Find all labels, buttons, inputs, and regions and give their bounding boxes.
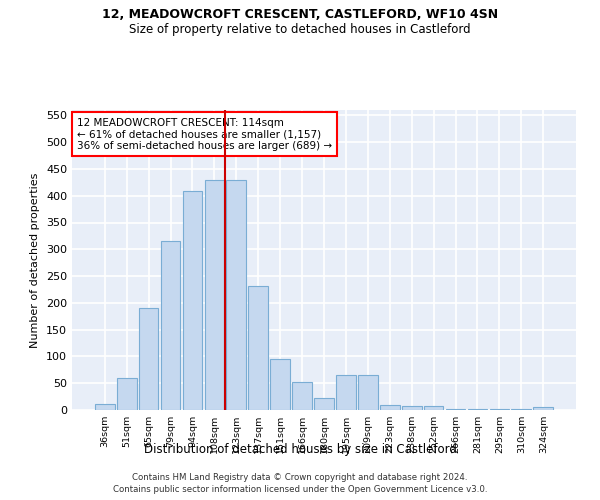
Bar	[292, 382, 312, 410]
Bar	[314, 398, 334, 410]
Y-axis label: Number of detached properties: Number of detached properties	[31, 172, 40, 348]
Text: Contains public sector information licensed under the Open Government Licence v3: Contains public sector information licen…	[113, 485, 487, 494]
Bar	[533, 408, 553, 410]
Bar	[424, 406, 443, 410]
Bar	[182, 192, 202, 410]
Bar	[117, 378, 137, 410]
Text: Distribution of detached houses by size in Castleford: Distribution of detached houses by size …	[143, 442, 457, 456]
Bar	[248, 286, 268, 410]
Text: Contains HM Land Registry data © Crown copyright and database right 2024.: Contains HM Land Registry data © Crown c…	[132, 472, 468, 482]
Bar	[205, 180, 224, 410]
Bar	[270, 359, 290, 410]
Bar	[161, 242, 181, 410]
Bar	[226, 180, 246, 410]
Bar	[358, 375, 378, 410]
Bar	[380, 404, 400, 410]
Bar	[336, 375, 356, 410]
Bar	[95, 404, 115, 410]
Bar	[139, 308, 158, 410]
Text: 12 MEADOWCROFT CRESCENT: 114sqm
← 61% of detached houses are smaller (1,157)
36%: 12 MEADOWCROFT CRESCENT: 114sqm ← 61% of…	[77, 118, 332, 150]
Bar	[467, 409, 487, 410]
Bar	[446, 409, 466, 410]
Text: 12, MEADOWCROFT CRESCENT, CASTLEFORD, WF10 4SN: 12, MEADOWCROFT CRESCENT, CASTLEFORD, WF…	[102, 8, 498, 20]
Bar	[402, 406, 422, 410]
Text: Size of property relative to detached houses in Castleford: Size of property relative to detached ho…	[129, 22, 471, 36]
